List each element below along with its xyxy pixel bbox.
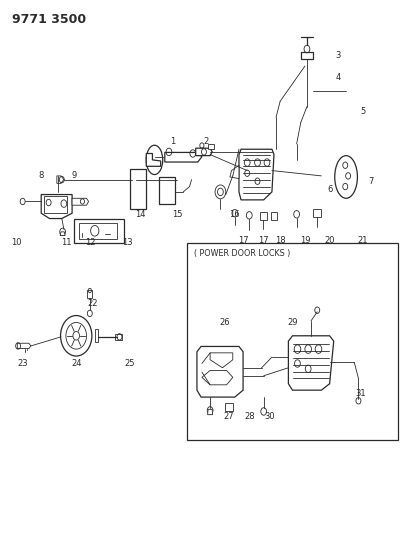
Circle shape [73,332,80,340]
Text: 12: 12 [85,238,96,247]
Text: 31: 31 [355,389,366,398]
Text: 14: 14 [135,210,145,219]
Ellipse shape [335,156,357,198]
Bar [79,223,117,239]
Text: 17: 17 [258,237,269,245]
Polygon shape [288,336,334,390]
Text: 13: 13 [122,238,133,247]
Text: ( POWER DOOR LOCKS ): ( POWER DOOR LOCKS ) [194,249,290,258]
Text: 28: 28 [244,413,255,421]
Text: 18: 18 [275,237,286,245]
Text: 9: 9 [72,172,77,180]
Text: 22: 22 [87,300,98,308]
Text: 27: 27 [223,413,234,421]
Polygon shape [41,195,72,219]
Polygon shape [208,409,213,415]
Text: 16: 16 [229,210,240,219]
Ellipse shape [146,145,163,175]
Bar [187,243,398,440]
Bar [95,329,98,342]
Text: 15: 15 [172,210,183,219]
Text: 26: 26 [219,318,230,327]
Text: 7: 7 [368,177,374,185]
Circle shape [20,198,25,205]
Text: 10: 10 [11,238,22,247]
Text: 8: 8 [38,172,44,180]
Bar [130,169,146,209]
Polygon shape [72,198,89,205]
Text: 25: 25 [124,359,135,368]
Text: 29: 29 [287,318,298,327]
Polygon shape [57,176,64,183]
Polygon shape [230,165,239,179]
Polygon shape [60,232,65,236]
Text: 30: 30 [265,413,275,421]
Polygon shape [165,152,202,162]
Circle shape [61,316,92,356]
Bar [271,212,277,220]
Bar [74,219,124,243]
Polygon shape [210,353,233,368]
Circle shape [66,322,87,349]
Bar [260,212,267,220]
Text: 17: 17 [238,237,248,245]
Polygon shape [146,154,161,166]
Text: 11: 11 [61,238,71,247]
Bar [87,290,92,298]
Bar [225,403,233,411]
Polygon shape [208,144,214,149]
Bar [313,209,321,217]
Text: 5: 5 [360,108,365,116]
Text: 9771 3500: 9771 3500 [12,13,87,26]
Polygon shape [239,149,274,200]
Polygon shape [17,343,31,349]
Bar [301,52,313,59]
Polygon shape [196,148,212,156]
Text: 23: 23 [17,359,28,368]
Bar [159,177,175,204]
Text: 19: 19 [300,237,310,245]
Text: 4: 4 [335,73,340,82]
Text: 3: 3 [335,52,341,60]
Text: 21: 21 [357,237,368,245]
Polygon shape [197,346,243,397]
Text: 2: 2 [204,137,208,146]
Bar [44,196,67,213]
Text: 1: 1 [171,137,176,146]
Bar [115,334,122,340]
Text: 20: 20 [324,237,335,245]
Text: 6: 6 [327,185,332,193]
Text: 24: 24 [71,359,82,368]
Polygon shape [202,370,233,385]
